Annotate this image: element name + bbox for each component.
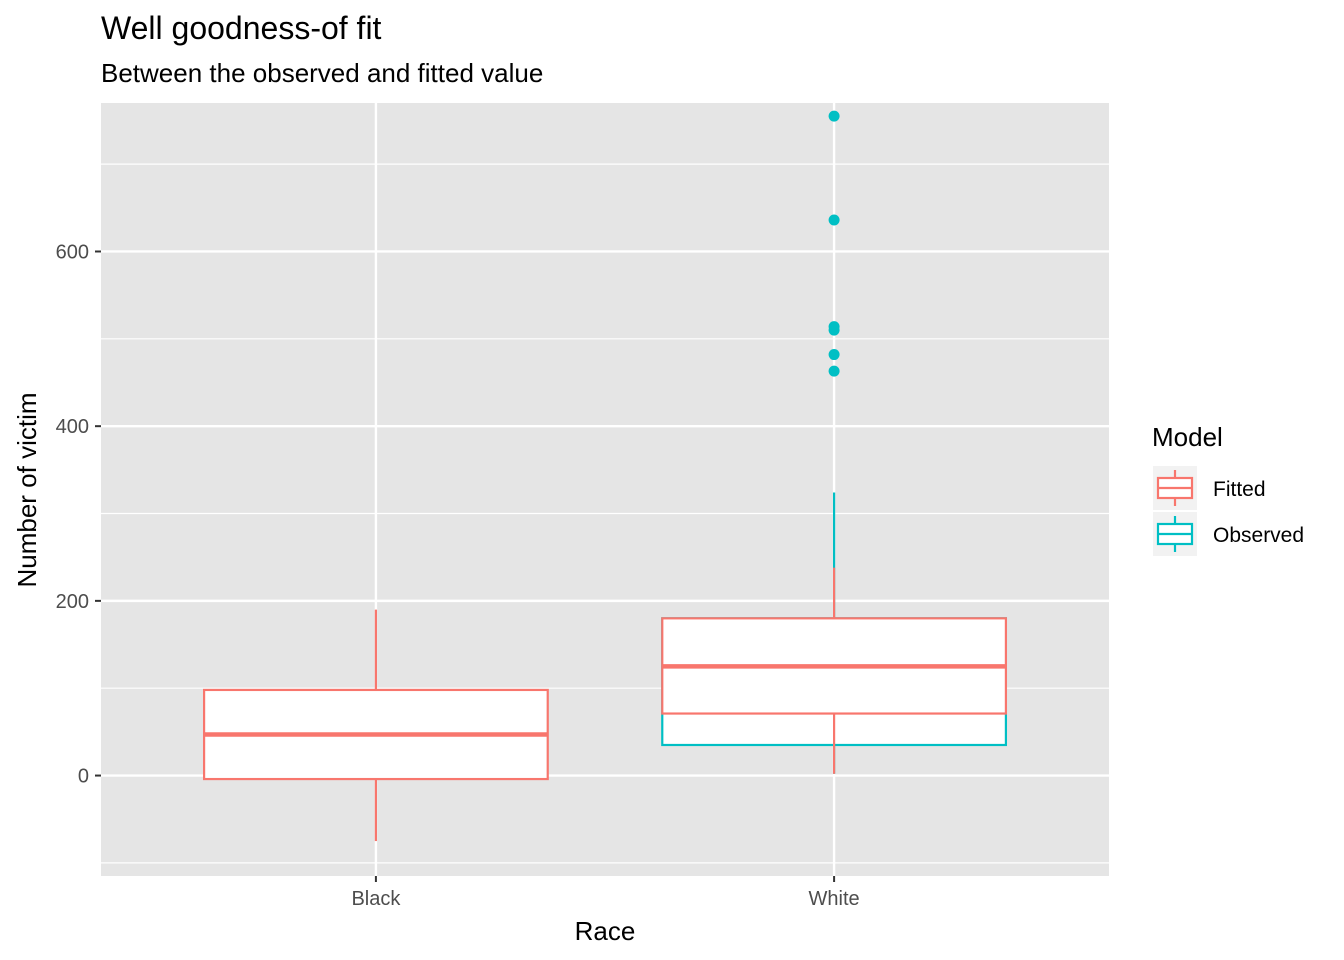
observed-outlier-point [828,214,840,226]
observed-outlier-point [828,349,840,361]
y-tick-label: 400 [56,416,89,438]
legend-title: Model [1152,422,1223,452]
y-tick-label: 0 [78,766,89,788]
observed-outlier-point [828,321,840,333]
minor-gridlines [101,163,1109,864]
chart-title: Well goodness-of fit [101,10,382,46]
box-layer [202,110,1008,842]
y-tick-label: 200 [56,591,89,613]
y-axis-label: Number of victim [12,392,42,587]
legend-label-fitted: Fitted [1213,478,1266,501]
observed-outlier-point [828,365,840,377]
x-tick-label: White [809,888,860,910]
chart-subtitle: Between the observed and fitted value [101,58,543,88]
observed-outlier-point [828,110,840,122]
x-axis-label: Race [575,916,636,946]
legend-label-observed: Observed [1213,524,1304,547]
x-tick-label: Black [351,888,401,910]
x-axis-ticks: Black White [351,876,860,910]
y-tick-label: 600 [56,241,89,263]
legend: Model Fitted Observed [1152,422,1304,556]
y-axis-ticks: 0 200 400 600 [56,241,101,788]
